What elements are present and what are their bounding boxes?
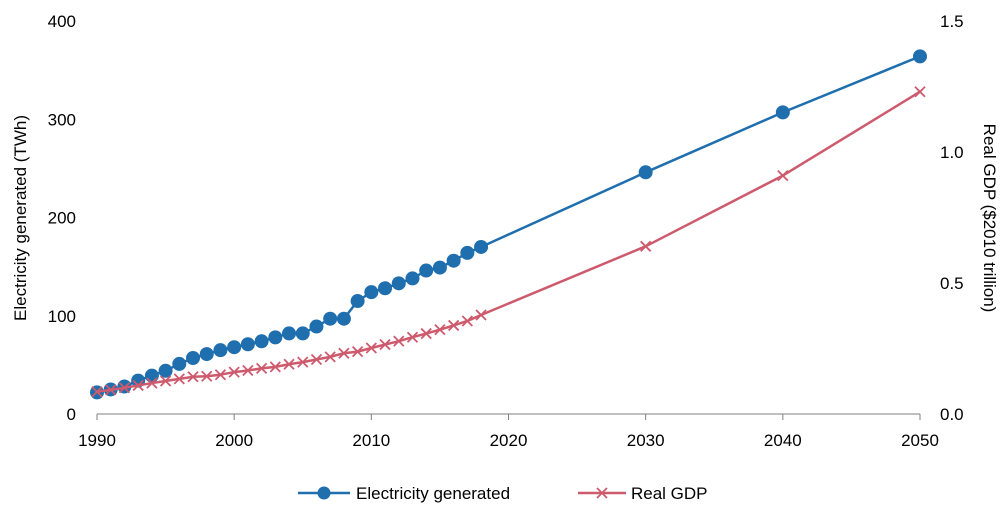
left-y-tick-label: 200 bbox=[48, 209, 76, 228]
left-y-tick-label: 100 bbox=[48, 307, 76, 326]
data-point-real-gdp bbox=[640, 240, 652, 252]
data-point-real-gdp bbox=[159, 375, 172, 387]
right-y-tick-label: 1.5 bbox=[940, 12, 964, 31]
data-point-electricity-generated bbox=[172, 356, 187, 371]
right-y-tick-label: 0.0 bbox=[940, 405, 964, 424]
data-point-real-gdp bbox=[228, 366, 240, 378]
data-point-electricity-generated bbox=[775, 105, 790, 120]
left-y-axis-title: Electricity generated (TWh) bbox=[11, 115, 30, 321]
data-point-electricity-generated bbox=[323, 311, 338, 326]
legend-item-real-gdp: Real GDP bbox=[578, 484, 708, 503]
data-point-real-gdp bbox=[173, 373, 185, 385]
data-point-real-gdp bbox=[434, 323, 446, 336]
data-point-electricity-generated bbox=[350, 294, 365, 309]
series-real-gdp bbox=[91, 86, 926, 398]
x-tick-label: 2050 bbox=[901, 431, 939, 450]
data-point-electricity-generated bbox=[282, 326, 297, 341]
series-layer bbox=[90, 49, 927, 400]
data-point-real-gdp bbox=[393, 335, 405, 347]
data-point-electricity-generated bbox=[638, 165, 653, 180]
series-line-real-gdp bbox=[96, 90, 921, 393]
legend-electricity-label: Electricity generated bbox=[356, 484, 510, 503]
x-tick-label: 2000 bbox=[215, 431, 253, 450]
data-point-real-gdp bbox=[351, 346, 364, 358]
right-y-axis-title: Real GDP ($2010 trillion) bbox=[980, 124, 999, 313]
data-point-real-gdp bbox=[324, 351, 336, 363]
x-tick-label: 2010 bbox=[352, 431, 390, 450]
data-point-real-gdp bbox=[914, 86, 926, 98]
data-point-real-gdp bbox=[201, 370, 213, 382]
legend-item-electricity: Electricity generated bbox=[298, 484, 510, 503]
data-point-real-gdp bbox=[269, 361, 281, 373]
data-point-electricity-generated bbox=[446, 253, 461, 268]
data-point-real-gdp bbox=[132, 379, 144, 392]
data-point-real-gdp bbox=[105, 384, 117, 396]
data-point-electricity-generated bbox=[213, 343, 228, 358]
data-point-real-gdp bbox=[777, 169, 789, 182]
right-y-tick-label: 1.0 bbox=[940, 143, 964, 162]
data-point-electricity-generated bbox=[117, 379, 132, 394]
legend: Electricity generated Real GDP bbox=[298, 484, 708, 503]
data-point-electricity-generated bbox=[227, 340, 242, 355]
data-point-electricity-generated bbox=[460, 245, 475, 260]
data-point-electricity-generated bbox=[364, 285, 379, 300]
left-y-tick-label: 0 bbox=[67, 405, 76, 424]
x-tick-label: 2030 bbox=[627, 431, 665, 450]
data-point-real-gdp bbox=[297, 356, 309, 368]
data-point-electricity-generated bbox=[432, 260, 447, 275]
data-point-real-gdp bbox=[310, 353, 323, 366]
right-y-axis-ticks: 0.0 0.5 1.0 1.5 bbox=[940, 12, 964, 424]
legend-gdp-label: Real GDP bbox=[631, 484, 708, 503]
series-line-electricity-generated bbox=[96, 55, 921, 394]
data-point-electricity-generated bbox=[186, 350, 201, 365]
data-point-electricity-generated bbox=[144, 368, 159, 383]
x-tick-label: 2040 bbox=[764, 431, 802, 450]
data-point-real-gdp bbox=[420, 327, 432, 340]
x-axis-ticks: 1990 2000 2010 2020 2030 2040 2050 bbox=[78, 414, 939, 450]
data-point-real-gdp bbox=[379, 338, 391, 351]
left-y-tick-label: 400 bbox=[48, 12, 76, 31]
data-point-real-gdp bbox=[187, 371, 199, 383]
data-point-electricity-generated bbox=[419, 263, 434, 278]
data-point-real-gdp bbox=[118, 382, 131, 394]
data-point-electricity-generated bbox=[378, 281, 393, 296]
data-point-electricity-generated bbox=[391, 276, 406, 291]
data-point-electricity-generated bbox=[405, 271, 420, 286]
x-tick-label: 1990 bbox=[78, 431, 116, 450]
legend-gdp-marker bbox=[596, 487, 608, 499]
series-electricity-generated bbox=[90, 49, 927, 400]
data-point-electricity-generated bbox=[254, 334, 269, 349]
left-y-axis-ticks: 0 100 200 300 400 bbox=[48, 12, 76, 424]
data-point-electricity-generated bbox=[199, 347, 214, 362]
data-point-real-gdp bbox=[91, 386, 103, 398]
data-point-electricity-generated bbox=[240, 337, 255, 352]
left-y-tick-label: 300 bbox=[48, 110, 76, 129]
right-y-tick-label: 0.5 bbox=[940, 274, 964, 293]
x-tick-label: 2020 bbox=[490, 431, 528, 450]
data-point-electricity-generated bbox=[336, 311, 351, 326]
data-point-electricity-generated bbox=[295, 326, 310, 341]
data-point-real-gdp bbox=[365, 342, 377, 354]
data-point-real-gdp bbox=[461, 315, 473, 327]
data-point-real-gdp bbox=[406, 331, 419, 343]
data-point-electricity-generated bbox=[268, 330, 283, 345]
data-point-real-gdp bbox=[242, 364, 254, 377]
data-point-real-gdp bbox=[447, 319, 460, 332]
data-point-real-gdp bbox=[255, 362, 268, 375]
data-point-real-gdp bbox=[338, 347, 350, 359]
data-point-real-gdp bbox=[283, 358, 295, 370]
data-point-real-gdp bbox=[146, 377, 158, 389]
data-point-electricity-generated bbox=[158, 363, 173, 378]
legend-electricity-marker bbox=[317, 486, 331, 500]
data-point-real-gdp bbox=[475, 309, 487, 321]
data-point-electricity-generated bbox=[309, 319, 324, 334]
data-point-real-gdp bbox=[214, 369, 227, 381]
data-point-electricity-generated bbox=[913, 49, 927, 64]
data-point-electricity-generated bbox=[474, 239, 489, 254]
